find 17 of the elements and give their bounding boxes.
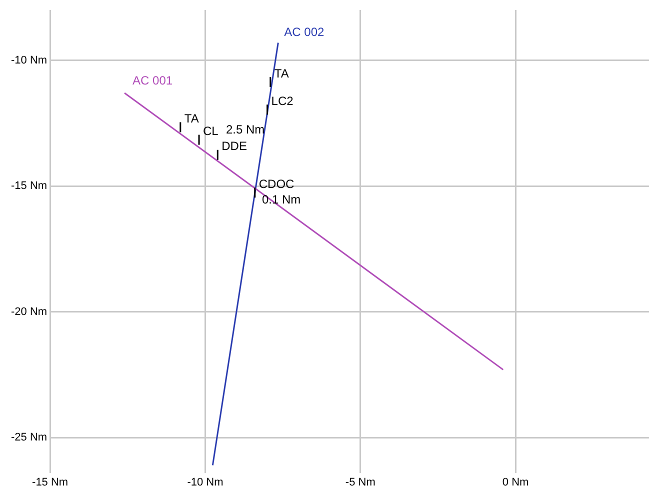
- x-tick-label: -15 Nm: [32, 476, 68, 488]
- y-tick-label: -15 Nm: [11, 180, 48, 192]
- annotation: LC2: [271, 94, 294, 108]
- annotation: 2.5 Nm: [226, 122, 265, 136]
- x-tick-label: 0 Nm: [502, 476, 529, 488]
- annotation: CL: [203, 124, 219, 138]
- y-tick-label: -25 Nm: [11, 432, 48, 444]
- annotation: CDOC: [258, 176, 295, 191]
- annotation: TA: [184, 112, 199, 126]
- x-tick-label: -10 Nm: [187, 476, 224, 488]
- series-label: AC 001: [132, 73, 173, 88]
- x-tick-label: -5 Nm: [345, 476, 376, 488]
- y-tick-label: -10 Nm: [11, 54, 48, 66]
- y-tick-label: -20 Nm: [11, 306, 48, 318]
- annotation: DDE: [222, 139, 247, 154]
- annotation: TA: [274, 66, 289, 80]
- series-label: AC 002: [284, 25, 325, 40]
